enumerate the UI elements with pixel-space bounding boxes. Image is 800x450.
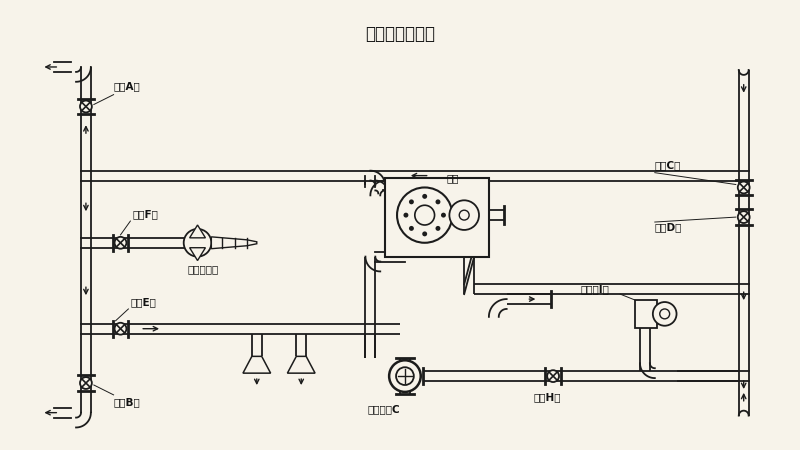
Polygon shape [287, 356, 315, 373]
Circle shape [547, 370, 559, 382]
Circle shape [389, 360, 421, 392]
Text: 球阀B开: 球阀B开 [114, 397, 140, 407]
Circle shape [738, 211, 750, 223]
Circle shape [80, 100, 92, 112]
Circle shape [114, 323, 126, 335]
Circle shape [403, 213, 408, 218]
Text: 三通球阀C: 三通球阀C [367, 404, 400, 414]
Circle shape [441, 213, 446, 218]
Polygon shape [243, 356, 270, 373]
Circle shape [450, 200, 479, 230]
Circle shape [396, 367, 414, 385]
Circle shape [459, 210, 469, 220]
Text: 球阀D开: 球阀D开 [655, 222, 682, 232]
Circle shape [653, 302, 677, 326]
Polygon shape [190, 248, 206, 261]
Circle shape [409, 226, 414, 231]
Text: 球阀C开: 球阀C开 [655, 160, 681, 170]
Text: 球阀F关: 球阀F关 [132, 209, 158, 219]
Text: 洒水炮出口: 洒水炮出口 [188, 265, 219, 274]
Text: 水泵: 水泵 [446, 174, 459, 184]
Circle shape [80, 377, 92, 389]
Circle shape [397, 188, 452, 243]
Text: 球阀A开: 球阀A开 [114, 81, 140, 92]
Circle shape [184, 229, 211, 256]
Circle shape [435, 199, 441, 204]
Bar [385, 178, 489, 256]
Polygon shape [211, 237, 257, 249]
Polygon shape [190, 225, 206, 238]
Text: 洒水、浇灌花木: 洒水、浇灌花木 [365, 24, 435, 42]
Circle shape [422, 231, 427, 236]
Circle shape [422, 194, 427, 199]
Circle shape [738, 181, 750, 194]
Circle shape [114, 237, 126, 249]
Text: 球阀H关: 球阀H关 [534, 392, 561, 402]
Circle shape [415, 205, 434, 225]
Text: 球阀E开: 球阀E开 [130, 297, 156, 307]
Circle shape [435, 226, 441, 231]
Bar [635, 300, 657, 328]
Text: 消防栓I关: 消防栓I关 [581, 284, 610, 294]
Circle shape [660, 309, 670, 319]
Circle shape [409, 199, 414, 204]
